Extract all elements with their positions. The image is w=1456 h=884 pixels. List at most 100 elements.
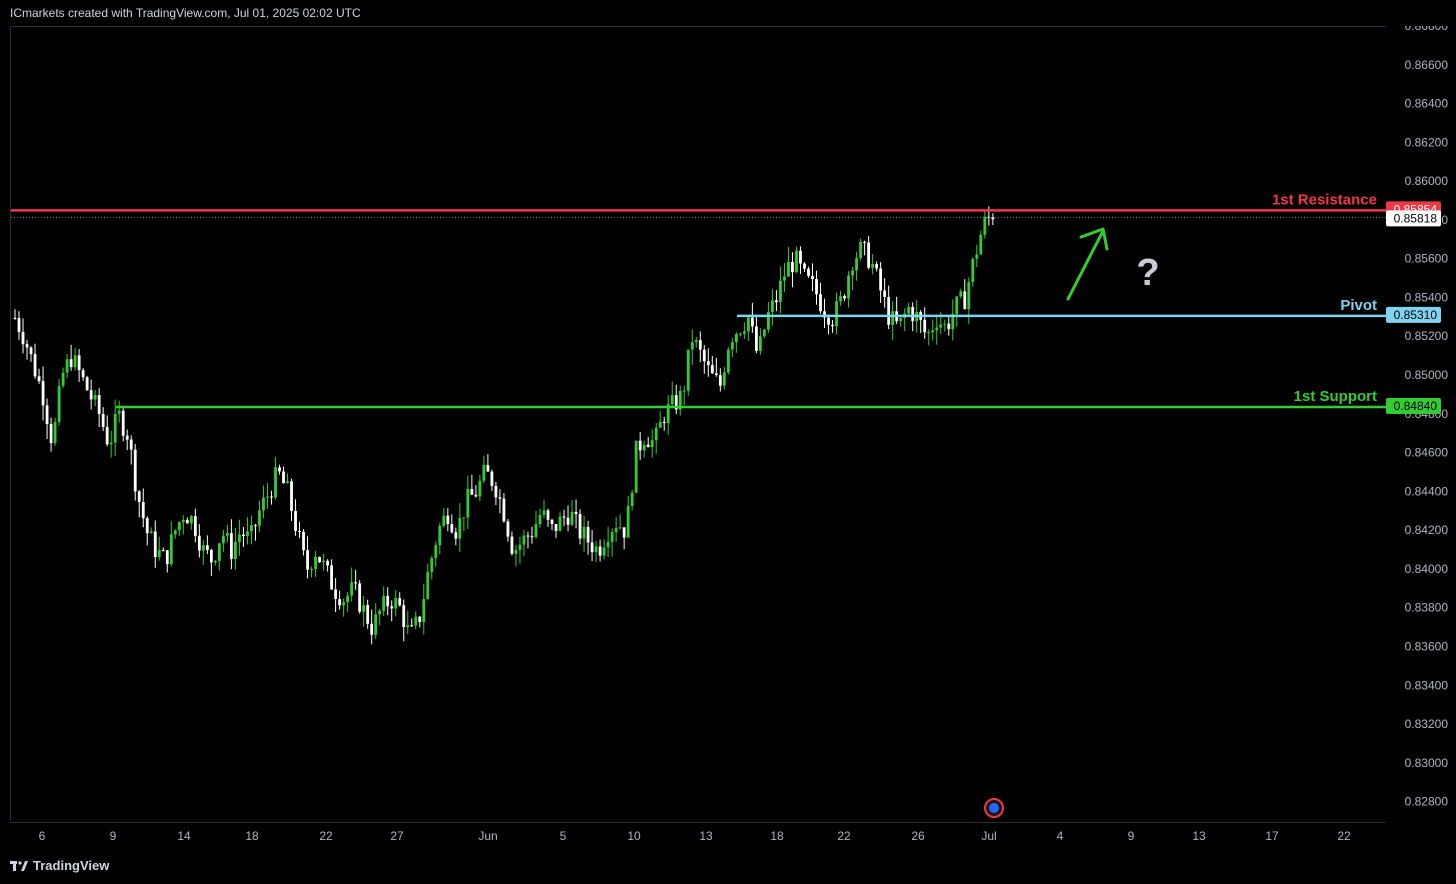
candle-body xyxy=(145,518,149,534)
time-axis[interactable]: 6 9 14 18 22 27 Jun 5 10 13 18 22 26 Jul 4 9 13 17 22 xyxy=(10,822,1386,849)
level-label: Pivot xyxy=(1340,297,1377,314)
candle-body xyxy=(634,440,638,493)
candle-body xyxy=(522,535,526,545)
candle-body xyxy=(550,519,554,525)
price-axis[interactable]: 0.86800 0.86600 0.86400 0.86200 0.86000 0.858… xyxy=(1386,19,1456,848)
level-label: 1st Support xyxy=(1294,388,1377,405)
candle-body xyxy=(706,361,710,366)
candle-body xyxy=(65,359,69,373)
question-mark-annotation[interactable]: ? xyxy=(1136,252,1159,294)
candle-body xyxy=(266,496,269,498)
candle-body xyxy=(306,550,309,570)
candle-body xyxy=(502,498,506,522)
candle-body xyxy=(354,582,358,584)
candle-body xyxy=(819,294,822,312)
event-marker-icon[interactable] xyxy=(984,798,1004,818)
candle-body xyxy=(951,313,955,330)
candlestick-chart[interactable]: 1st Resistance Pivot 1st Support? xyxy=(11,27,1387,822)
candle-body xyxy=(975,254,979,259)
candle-body xyxy=(250,525,253,532)
price-tick-label: 0.85200 xyxy=(1405,329,1449,343)
candle-body xyxy=(730,342,734,350)
candle-body xyxy=(791,262,794,273)
time-tick-label: 27 xyxy=(390,829,404,843)
time-tick-label: 22 xyxy=(319,829,333,843)
candle-body xyxy=(358,583,362,612)
candle-body xyxy=(77,355,81,371)
candle-body xyxy=(286,481,289,484)
candle-body xyxy=(61,372,65,386)
time-tick-label: 10 xyxy=(627,829,641,843)
time-tick-label: 18 xyxy=(245,829,259,843)
candle-body xyxy=(217,543,221,561)
candle-body xyxy=(33,354,37,377)
time-axis-svg: 6 9 14 18 22 27 Jun 5 10 13 18 22 26 Jul 4 9 13 17 22 xyxy=(39,829,1351,843)
candle-body xyxy=(13,317,17,319)
current-price-tag xyxy=(1386,210,1441,227)
time-tick-label: 22 xyxy=(837,829,851,843)
candle-body xyxy=(506,521,510,537)
candle-body xyxy=(494,485,498,498)
candle-body xyxy=(386,595,390,607)
candle-body xyxy=(314,556,317,570)
chart-header: ICmarkets created with TradingView.com, … xyxy=(10,6,361,20)
candle-body xyxy=(871,264,875,268)
candle-body xyxy=(510,536,514,554)
candle-body xyxy=(153,531,157,557)
candle-body xyxy=(322,560,325,563)
candle-body xyxy=(879,268,883,291)
candle-body xyxy=(586,526,590,543)
candle-body xyxy=(374,614,378,635)
candle-body xyxy=(943,323,947,325)
candle-body xyxy=(622,527,626,538)
candle-body xyxy=(450,524,454,533)
candle-body xyxy=(771,300,774,313)
candle-body xyxy=(859,241,862,259)
candle-body xyxy=(137,491,141,503)
candle-body xyxy=(398,598,402,606)
candle-body xyxy=(169,534,173,565)
candle-body xyxy=(815,278,818,295)
candle-body xyxy=(189,516,193,524)
candle-body xyxy=(851,270,854,276)
candle-body xyxy=(714,373,718,376)
candle-body xyxy=(442,515,446,527)
candle-body xyxy=(959,291,963,297)
candle-body xyxy=(847,275,850,299)
time-tick-label: Jul xyxy=(981,829,996,843)
candle-body xyxy=(258,510,261,526)
candle-body xyxy=(963,291,967,310)
candle-body xyxy=(662,421,666,423)
candle-body xyxy=(827,317,830,325)
candle-body xyxy=(746,317,750,332)
candle-body xyxy=(807,268,810,276)
candle-body xyxy=(310,569,313,571)
level-price-tag-text: 0.85310 xyxy=(1394,308,1438,322)
tradingview-logo[interactable]: TradingView xyxy=(10,858,109,873)
candle-body xyxy=(498,497,502,499)
candle-body xyxy=(274,467,277,498)
price-tick-label: 0.86800 xyxy=(1405,26,1449,33)
candle-body xyxy=(931,330,935,333)
candle-body xyxy=(534,524,538,537)
candle-body xyxy=(799,250,802,264)
level-price-tag xyxy=(1386,306,1441,323)
candle-body xyxy=(402,605,406,628)
candle-body xyxy=(414,616,418,626)
candle-body xyxy=(254,525,257,527)
candle-body xyxy=(578,513,582,539)
candle-body xyxy=(967,281,971,310)
candle-body xyxy=(594,546,598,553)
candle-body xyxy=(133,449,137,492)
candle-body xyxy=(734,333,738,343)
candle-body xyxy=(342,602,346,606)
candle-body xyxy=(955,296,959,314)
candle-body xyxy=(21,332,25,345)
candle-body xyxy=(787,262,790,277)
candle-body xyxy=(318,556,321,563)
candle-body xyxy=(658,421,662,428)
up-arrow-annotation[interactable] xyxy=(1066,227,1109,301)
plot-area[interactable]: 1st Resistance Pivot 1st Support? xyxy=(10,26,1387,822)
candle-body xyxy=(201,545,205,551)
candle-body xyxy=(887,296,891,325)
